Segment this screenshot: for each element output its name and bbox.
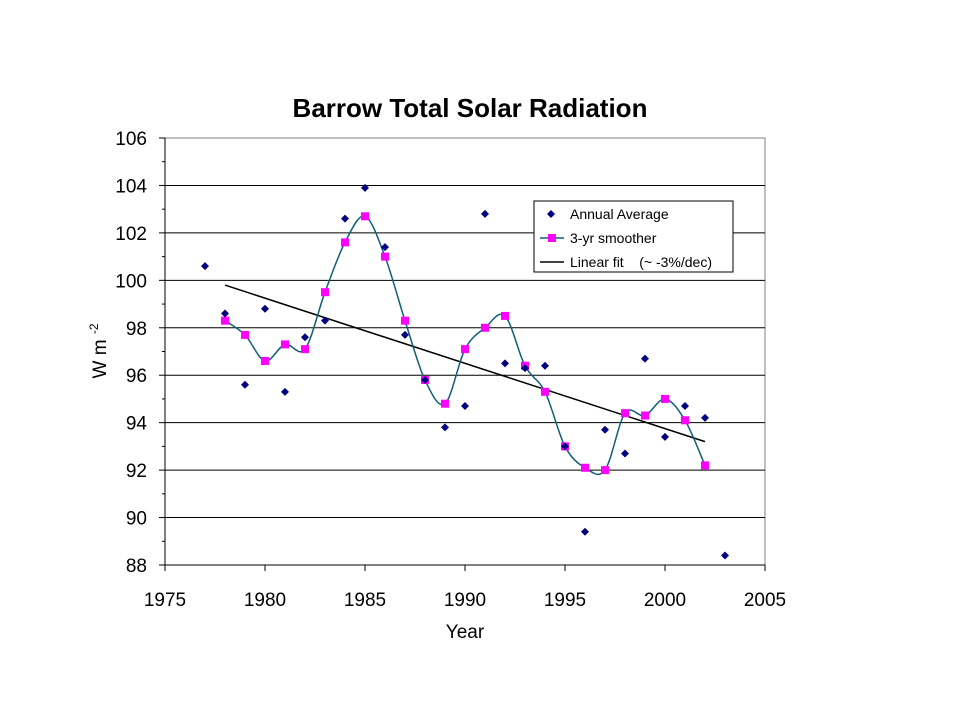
x-tick-labels: 1975 1980 1985 1990 1995 2000 2005	[144, 590, 786, 611]
annual-point	[441, 423, 449, 432]
y-tick-label: 92	[126, 461, 147, 482]
y-axis-label-group: W m -2	[87, 323, 111, 378]
annual-point	[221, 309, 229, 318]
annual-point	[401, 330, 409, 339]
smoother-point	[301, 345, 309, 354]
annual-point	[381, 243, 389, 252]
y-tick-label: 96	[126, 366, 147, 387]
y-tick-labels: 88 90 92 94 96 98 100 102 104 106	[115, 129, 147, 577]
annual-point	[641, 354, 649, 363]
legend-box	[533, 200, 734, 273]
annual-point	[661, 432, 669, 441]
smoother-point	[681, 416, 689, 425]
x-tick-label: 1990	[444, 590, 486, 611]
smoother-point	[501, 311, 509, 320]
annual-point	[561, 442, 569, 451]
y-tick-label: 88	[126, 556, 147, 577]
y-tick-label: 100	[115, 271, 147, 292]
y-axis-label-superscript: -2	[87, 323, 101, 334]
smoother-point	[481, 323, 489, 332]
smoother-point	[381, 252, 389, 261]
smoother-point	[621, 409, 629, 418]
x-tick-label: 2000	[644, 590, 686, 611]
annual-point	[481, 209, 489, 218]
y-axis-label: W m	[90, 339, 111, 378]
annual-point	[241, 380, 249, 389]
annual-point	[321, 316, 329, 325]
smoother-point	[321, 288, 329, 297]
y-tick-label: 106	[115, 129, 147, 150]
x-tick-label: 1995	[544, 590, 586, 611]
smoother-point	[341, 238, 349, 247]
annual-point	[601, 425, 609, 434]
y-tick-label: 102	[115, 224, 147, 245]
chart-title: Barrow Total Solar Radiation	[293, 93, 648, 123]
annual-point	[341, 214, 349, 223]
svg-text:W m -2: W m -2	[87, 323, 111, 378]
y-tick-label: 94	[126, 414, 148, 435]
annual-point	[281, 387, 289, 396]
annual-point	[501, 359, 509, 368]
smoother-point	[701, 461, 709, 470]
smoother-point	[361, 212, 369, 221]
annual-point	[461, 402, 469, 411]
legend-label-smoother: 3-yr smoother	[570, 230, 657, 246]
smoother-point	[461, 345, 469, 354]
smoother-point	[281, 340, 289, 349]
smoother-point	[241, 330, 249, 339]
legend: Annual Average 3-yr smoother Linear fit …	[533, 200, 734, 273]
legend-diamond-icon	[547, 210, 555, 218]
smoother-point	[581, 463, 589, 472]
y-tick-label: 98	[126, 319, 147, 340]
legend-label-fit: Linear fit (~ -3%/dec)	[570, 254, 712, 270]
legend-square-icon	[548, 234, 556, 242]
x-axis-label: Year	[446, 622, 485, 643]
annual-point	[201, 262, 209, 271]
smoother-point	[601, 466, 609, 475]
legend-label-annual: Annual Average	[570, 206, 669, 222]
smoother-point	[221, 316, 229, 325]
smoother-point	[401, 316, 409, 325]
annual-point	[521, 364, 529, 373]
smoother-point	[441, 399, 449, 408]
smoother-point	[261, 356, 269, 365]
annual-point	[361, 183, 369, 192]
annual-point	[581, 527, 589, 536]
axes	[159, 137, 766, 571]
smoother-point	[641, 411, 649, 420]
smoother-point	[661, 394, 669, 403]
series-annual-average	[201, 183, 729, 560]
annual-point	[721, 551, 729, 560]
y-tick-label: 104	[115, 176, 147, 197]
annual-point	[301, 333, 309, 342]
annual-point	[621, 449, 629, 458]
x-tick-label: 1985	[344, 590, 386, 611]
x-tick-label: 1975	[144, 590, 186, 611]
smoother-point	[541, 387, 549, 396]
annual-point	[541, 361, 549, 370]
annual-point	[681, 402, 689, 411]
annual-point	[261, 304, 269, 313]
x-tick-label: 1980	[244, 590, 286, 611]
x-tick-label: 2005	[744, 590, 786, 611]
y-tick-label: 90	[126, 509, 147, 530]
annual-point	[421, 375, 429, 384]
annual-point	[701, 413, 709, 422]
